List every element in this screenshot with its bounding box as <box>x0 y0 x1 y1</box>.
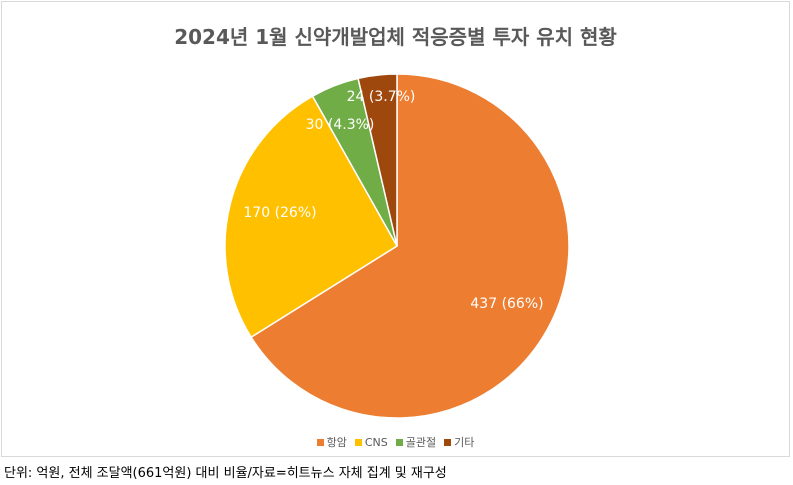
legend-item-3: 골관절 <box>395 434 437 450</box>
legend-swatch-3 <box>395 439 403 446</box>
data-label-4: 24 (3.7%) <box>347 89 416 105</box>
pie-slice-4 <box>357 73 398 247</box>
legend-label-3: 골관절 <box>405 436 437 449</box>
source-note: 단위: 억원, 전체 조달액(661억원) 대비 비율/자료=히트뉴스 자체 집… <box>4 466 447 481</box>
legend-swatch-2 <box>354 439 362 446</box>
legend-label-2: CNS <box>364 436 388 449</box>
legend-item-1: 항암 <box>316 434 347 450</box>
chart-title: 2024년 1월 신약개발업체 적응증별 투자 유치 현황 <box>174 25 617 49</box>
legend: 항암 CNS 골관절 기타 <box>2 434 789 450</box>
legend-item-4: 기타 <box>444 434 474 450</box>
chart-area: 2024년 1월 신약개발업체 적응증별 투자 유치 현황 437 (66%) 1… <box>1 1 790 457</box>
data-label-1: 437 (66%) <box>470 296 543 312</box>
legend-swatch-4 <box>444 439 452 446</box>
legend-label-1: 항암 <box>326 436 347 449</box>
legend-label-4: 기타 <box>454 436 475 449</box>
pie-slice-2 <box>224 95 399 339</box>
legend-item-2: CNS <box>354 436 388 449</box>
data-label-3: 30 (4.3%) <box>306 117 375 133</box>
pie-chart: 437 (66%) 170 (26%) 30 (4.3%) 24 (3.7%) <box>224 73 570 419</box>
legend-swatch-1 <box>316 439 324 446</box>
data-label-2: 170 (26%) <box>243 205 316 221</box>
pie-slice-1 <box>250 73 570 419</box>
